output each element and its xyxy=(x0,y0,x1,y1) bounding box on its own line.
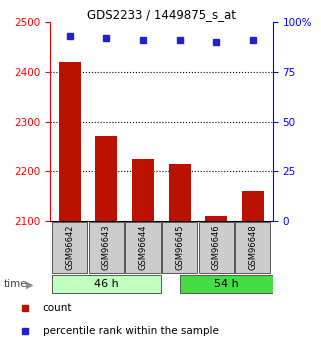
Text: 46 h: 46 h xyxy=(94,279,119,289)
Text: GSM96642: GSM96642 xyxy=(65,225,74,270)
FancyBboxPatch shape xyxy=(89,222,124,273)
Bar xyxy=(59,62,81,221)
Text: 54 h: 54 h xyxy=(214,279,239,289)
Title: GDS2233 / 1449875_s_at: GDS2233 / 1449875_s_at xyxy=(87,8,236,21)
FancyBboxPatch shape xyxy=(52,222,87,273)
Bar xyxy=(205,216,227,221)
FancyBboxPatch shape xyxy=(126,222,160,273)
Text: time: time xyxy=(3,279,27,289)
Bar xyxy=(95,137,117,221)
FancyBboxPatch shape xyxy=(235,222,270,273)
Text: ▶: ▶ xyxy=(26,279,34,289)
FancyBboxPatch shape xyxy=(199,222,234,273)
Text: GSM96643: GSM96643 xyxy=(102,225,111,270)
Text: GSM96646: GSM96646 xyxy=(212,225,221,270)
Bar xyxy=(242,191,264,221)
Text: count: count xyxy=(43,304,72,314)
Text: GSM96644: GSM96644 xyxy=(139,225,148,270)
Text: percentile rank within the sample: percentile rank within the sample xyxy=(43,326,219,336)
Text: GSM96648: GSM96648 xyxy=(248,225,257,270)
Text: GSM96645: GSM96645 xyxy=(175,225,184,270)
FancyBboxPatch shape xyxy=(179,275,273,293)
FancyBboxPatch shape xyxy=(52,275,160,293)
Bar xyxy=(132,159,154,221)
Bar xyxy=(169,164,191,221)
FancyBboxPatch shape xyxy=(162,222,197,273)
